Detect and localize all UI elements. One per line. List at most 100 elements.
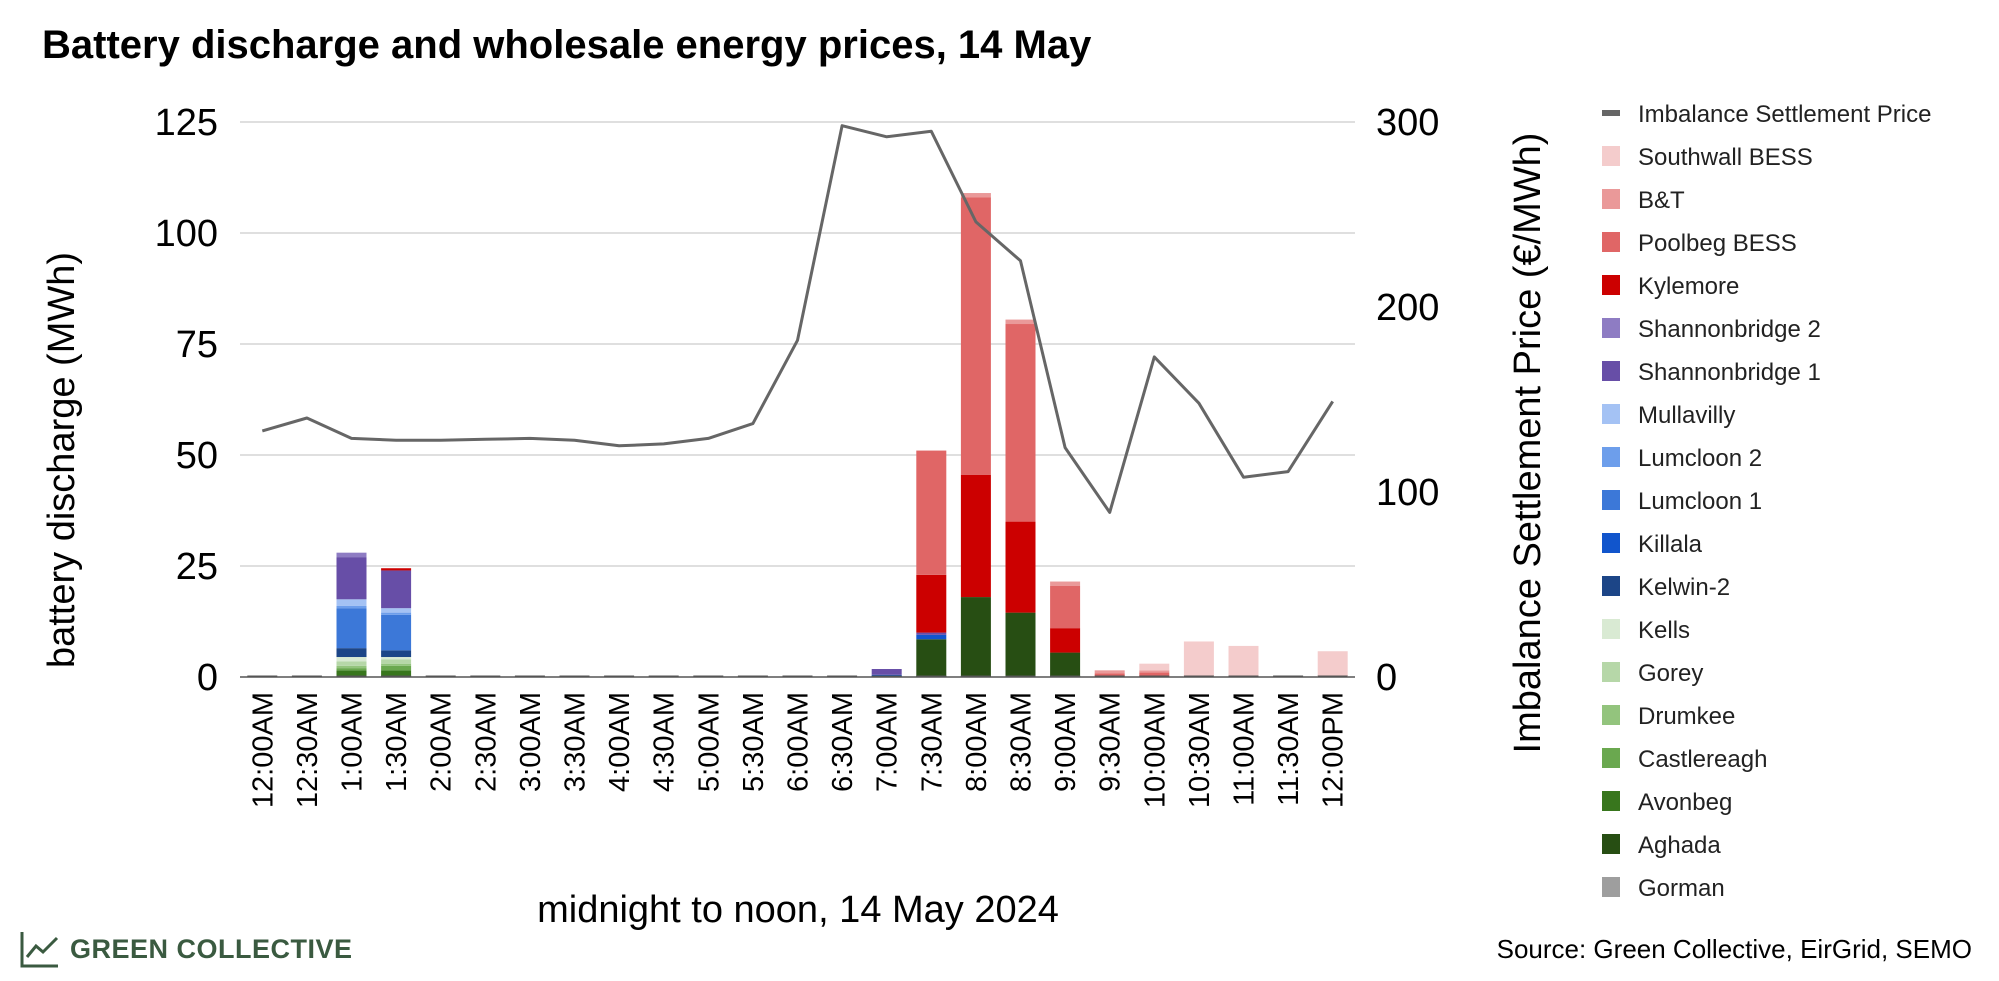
x-tick-label: 8:00AM xyxy=(961,692,993,792)
legend-item: Kells xyxy=(1602,617,1690,644)
bar-segment xyxy=(381,612,412,615)
bar-segment xyxy=(1005,521,1036,613)
y-tick-label: 100 xyxy=(155,213,218,255)
legend-item: Aghada xyxy=(1602,832,1721,859)
legend-swatch xyxy=(1602,361,1620,381)
bar-segment xyxy=(336,670,367,677)
bar-baseline-stub xyxy=(1005,675,1036,677)
legend-swatch xyxy=(1602,533,1620,553)
bar-segment xyxy=(916,450,947,575)
x-tick-label: 11:00AM xyxy=(1229,692,1261,806)
legend-label: Gorey xyxy=(1638,660,1703,687)
bar-segment xyxy=(916,639,947,677)
legend-label: Lumcloon 2 xyxy=(1638,445,1762,472)
x-tick-label: 2:30AM xyxy=(470,692,502,792)
bar-segment xyxy=(916,632,947,635)
bar-segment xyxy=(381,659,412,664)
legend-swatch xyxy=(1602,318,1620,338)
x-tick-label: 12:30AM xyxy=(292,692,324,808)
y2-axis-ticks: 0 100 200 300 xyxy=(1376,102,1439,699)
bar-segment xyxy=(1094,670,1125,674)
bar-segment xyxy=(1139,672,1170,677)
legend-label: Southwall BESS xyxy=(1638,144,1813,171)
bar-segment xyxy=(336,557,367,600)
y-tick-label: 50 xyxy=(176,435,218,477)
x-axis-ticks: 12:00AM 12:30AM 1:00AM 1:30AM 2:00AM 2:30AM 3:… xyxy=(247,692,1349,808)
x-tick-label: 4:30AM xyxy=(649,692,681,792)
legend-label: Gorman xyxy=(1638,875,1725,902)
legend-label: Kylemore xyxy=(1638,273,1739,300)
legend-label: Mullavilly xyxy=(1638,402,1735,429)
source-note: Source: Green Collective, EirGrid, SEMO xyxy=(1497,934,1972,964)
bar-segment xyxy=(960,474,991,598)
legend-label: Kells xyxy=(1638,617,1690,644)
y-tick-label: 25 xyxy=(176,546,218,588)
y-axis-label: battery discharge (MWh) xyxy=(41,252,83,668)
legend-item: Gorman xyxy=(1602,875,1725,902)
bar-segment xyxy=(960,197,991,475)
legend-line-swatch xyxy=(1602,110,1620,116)
bar-baseline-stub xyxy=(1094,675,1125,677)
x-tick-label: 10:00AM xyxy=(1139,692,1171,808)
legend-swatch xyxy=(1602,705,1620,725)
bar-baseline-stub xyxy=(827,675,858,677)
legend-item: Killala xyxy=(1602,531,1703,558)
bar-segment xyxy=(336,661,367,666)
bar-segment xyxy=(1183,641,1214,677)
legend-label: Drumkee xyxy=(1638,703,1735,730)
legend-swatch xyxy=(1602,490,1620,510)
x-tick-label: 4:00AM xyxy=(604,692,636,792)
brand-logo: GREEN COLLECTIVE xyxy=(20,932,352,968)
bar-baseline-stub xyxy=(1183,675,1214,677)
x-tick-label: 7:30AM xyxy=(916,692,948,792)
x-tick-label: 7:00AM xyxy=(872,692,904,792)
y-tick-label: 75 xyxy=(176,324,218,366)
bar-baseline-stub xyxy=(336,675,367,677)
legend-swatch xyxy=(1602,576,1620,596)
legend-item: Gorey xyxy=(1602,660,1703,687)
x-tick-label: 5:00AM xyxy=(693,692,725,792)
chart-title: Battery discharge and wholesale energy p… xyxy=(42,23,1092,67)
bar-baseline-stub xyxy=(916,675,947,677)
bar-segment xyxy=(381,614,412,651)
price-line-path xyxy=(261,124,1334,514)
legend-item: B&T xyxy=(1602,187,1685,214)
bar-baseline-stub xyxy=(1317,675,1348,677)
x-tick-label: 6:00AM xyxy=(783,692,815,792)
legend-item: Poolbeg BESS xyxy=(1602,230,1797,257)
legend-swatch xyxy=(1602,834,1620,854)
bar-segment xyxy=(1005,319,1036,325)
x-tick-label: 10:30AM xyxy=(1184,692,1216,808)
legend-label: Killala xyxy=(1638,531,1703,558)
bar-segment xyxy=(1139,663,1170,671)
legend-item: Kylemore xyxy=(1602,273,1739,300)
bar-baseline-stub xyxy=(291,675,322,677)
legend-item: Drumkee xyxy=(1602,703,1735,730)
bar-baseline-stub xyxy=(1273,675,1304,677)
legend-label: B&T xyxy=(1638,187,1685,214)
x-tick-label: 1:30AM xyxy=(381,692,413,792)
legend-item: Avonbeg xyxy=(1602,789,1732,816)
legend-label: Avonbeg xyxy=(1638,789,1732,816)
x-tick-label: 1:00AM xyxy=(337,692,369,792)
legend-swatch xyxy=(1602,662,1620,682)
y2-tick-label: 200 xyxy=(1376,287,1439,329)
bar-segment xyxy=(381,665,412,671)
bar-baseline-stub xyxy=(559,675,590,677)
bar-segment xyxy=(336,657,367,662)
bar-segment xyxy=(1005,324,1036,522)
bar-baseline-stub xyxy=(1228,675,1259,677)
x-tick-label: 3:00AM xyxy=(515,692,547,792)
x-tick-label: 9:30AM xyxy=(1095,692,1127,792)
bar-segment xyxy=(1050,628,1081,653)
bar-segment xyxy=(1050,652,1081,677)
bar-baseline-stub xyxy=(1139,675,1170,677)
legend-swatch xyxy=(1602,877,1620,897)
legend-item: Mullavilly xyxy=(1602,402,1735,429)
legend-swatch xyxy=(1602,791,1620,811)
legend-item: Lumcloon 1 xyxy=(1602,488,1762,515)
bar-segment xyxy=(1317,651,1348,677)
bar-baseline-stub xyxy=(425,675,456,677)
legend-item: Castlereagh xyxy=(1602,746,1767,773)
